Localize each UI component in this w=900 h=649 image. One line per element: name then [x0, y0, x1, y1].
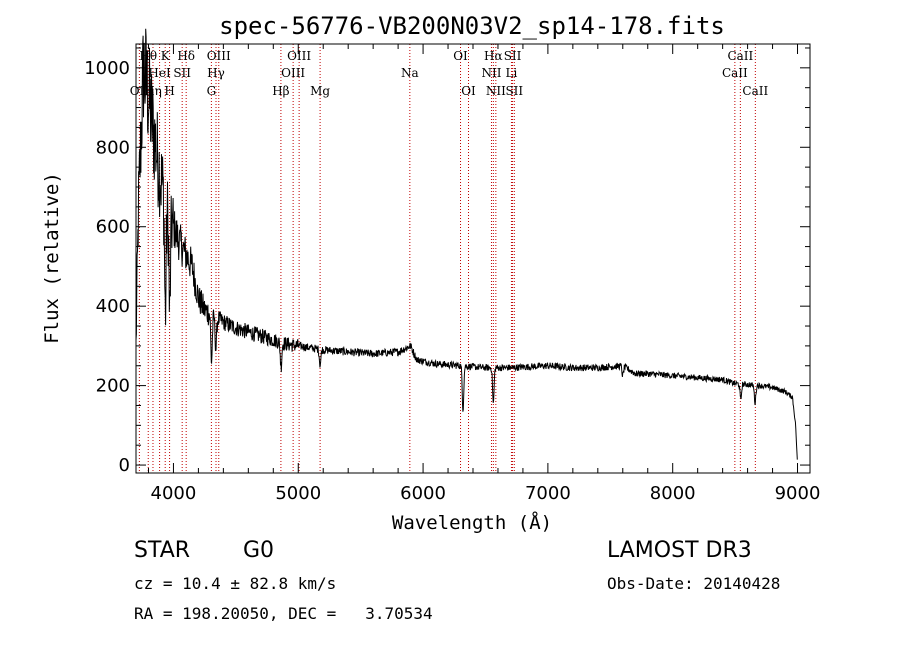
spectral-line-label: OIII: [287, 49, 311, 63]
x-axis-label: Wavelength (Å): [392, 511, 552, 534]
y-tick-label: 1000: [84, 58, 130, 79]
spectral-line-label: CaII: [742, 84, 768, 98]
axes: 4000 5000 6000 7000 8000 9000 0 200 400 600 800 100…: [84, 43, 821, 504]
spectral-line-label: Mg: [310, 84, 330, 98]
x-tick-label: 4000: [151, 483, 197, 504]
spectral-line-label: OI: [461, 84, 476, 98]
spectral-line-label: HeI: [148, 66, 171, 80]
spectral-line-label: OI: [453, 49, 468, 63]
spectral-line-label: SII: [505, 84, 523, 98]
spectral-line-labels: OIIHθHηHeIKHSIIHδGHγOIIIHβOIIIOIIIMgNaOI…: [130, 49, 769, 98]
spectral-line-label: Na: [401, 66, 419, 80]
spectral-line-label: H: [164, 84, 174, 98]
spectral-line-label: NII: [486, 84, 506, 98]
spectrum-series: [135, 28, 798, 460]
object-subclass: G0: [243, 538, 275, 563]
spectral-line-label: SII: [504, 49, 522, 63]
x-tick-label: 7000: [525, 483, 571, 504]
survey-name: LAMOST DR3: [607, 538, 752, 563]
spectral-line-label: SII: [173, 66, 191, 80]
x-tick-label: 5000: [275, 483, 321, 504]
spectral-line-label: Li: [506, 66, 518, 80]
spectral-line-markers: [138, 44, 756, 473]
coordinates: RA = 198.20050, DEC = 3.70534: [134, 604, 433, 623]
spectral-line-label: G: [207, 84, 217, 98]
spectral-line-label: Hβ: [272, 84, 289, 98]
spectral-line-label: Hδ: [177, 49, 195, 63]
x-tick-label: 6000: [400, 483, 446, 504]
x-tick-label: 8000: [650, 483, 696, 504]
y-tick-label: 0: [119, 455, 130, 476]
y-tick-label: 200: [96, 376, 130, 397]
y-axis-label: Flux (relative): [41, 172, 63, 344]
spectral-line-label: CaII: [722, 66, 748, 80]
y-tick-label: 800: [96, 137, 130, 158]
object-class: STAR: [134, 538, 191, 563]
spectral-line-label: Hγ: [207, 66, 225, 80]
y-tick-label: 600: [96, 217, 130, 238]
plot-frame: [135, 43, 811, 474]
x-tick-label: 9000: [775, 483, 821, 504]
spectral-line-label: OIII: [207, 49, 231, 63]
y-tick-label: 400: [96, 296, 130, 317]
obs-date: Obs-Date: 20140428: [607, 574, 781, 593]
spectral-line-label: OIII: [281, 66, 305, 80]
redshift-readout: cz = 10.4 ± 82.8 km/s: [134, 574, 337, 593]
spectral-line-label: NII: [481, 66, 501, 80]
spectral-line-label: Hα: [484, 49, 503, 63]
chart-title: spec-56776-VB200N03V2_sp14-178.fits: [219, 12, 725, 40]
spectral-line-label: CaII: [727, 49, 753, 63]
spectral-line-label: K: [161, 49, 171, 63]
